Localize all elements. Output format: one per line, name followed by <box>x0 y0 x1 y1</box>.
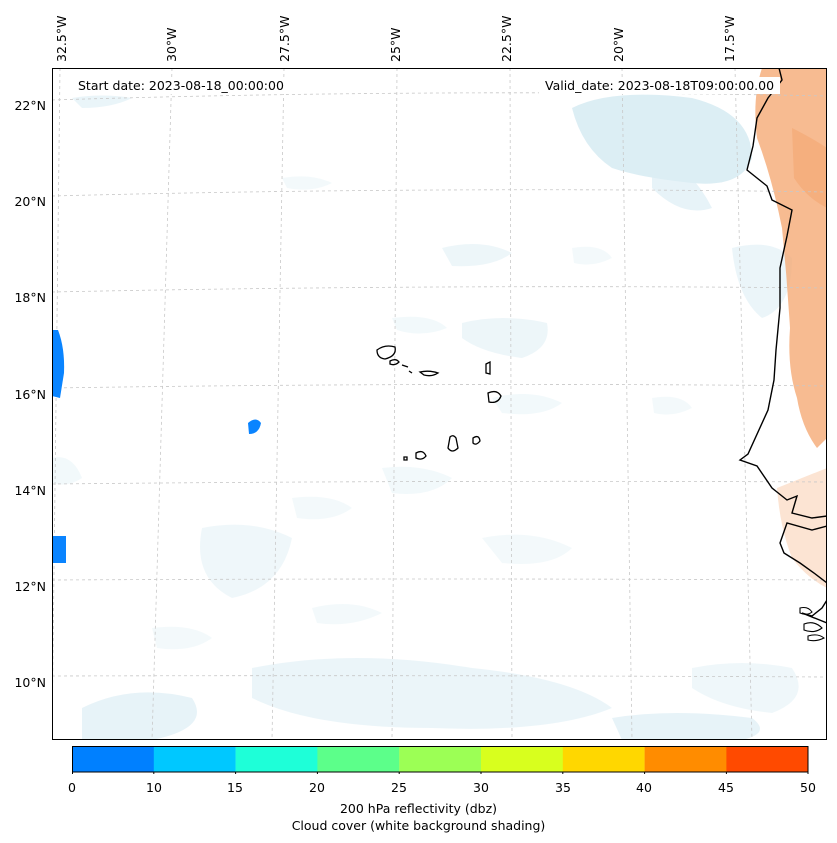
colorbar-label-cloud-cover: Cloud cover (white background shading) <box>291 818 546 833</box>
colorbar-bin-45-50 <box>726 746 809 772</box>
lon-label-22-5w: 22.5°W <box>499 15 514 62</box>
colorbar-label-reflectivity: 200 hPa reflectivity (dbz) <box>339 801 498 816</box>
lat-label-20n: 20°N <box>14 194 46 209</box>
lon-label-32-5w: 32.5°W <box>54 15 69 62</box>
colorbar-bin-0-10 <box>72 746 154 772</box>
colorbar-bin-10-15 <box>153 746 236 772</box>
cape-verde-islands <box>376 345 502 461</box>
lon-label-25w: 25°W <box>388 27 403 62</box>
colorbar-tick-30: 30 <box>473 780 489 795</box>
start-date-label: Start date: 2023-08-18_00:00:00 <box>72 77 290 94</box>
colorbar-tick-20: 20 <box>309 780 325 795</box>
lon-label-30w: 30°W <box>164 27 179 62</box>
reflectivity-cells <box>52 330 261 563</box>
lon-label-20w: 20°W <box>611 27 626 62</box>
colorbar-bin-40-45 <box>644 746 727 772</box>
lat-label-16n: 16°N <box>14 387 46 402</box>
colorbar-tick-10: 10 <box>146 780 162 795</box>
colorbar-bin-20-25 <box>317 746 400 772</box>
lat-label-22n: 22°N <box>14 98 46 113</box>
colorbar-tick-40: 40 <box>636 780 652 795</box>
colorbar-tick-0: 0 <box>68 780 76 795</box>
colorbar-bin-35-40 <box>562 746 645 772</box>
land-reflectivity-shading <box>755 68 827 588</box>
valid-date-label: Valid_date: 2023-08-18T09:00:00.00 <box>539 77 781 94</box>
map-panel <box>52 68 827 740</box>
lat-label-18n: 18°N <box>14 290 46 305</box>
colorbar-bin-25-30 <box>399 746 482 772</box>
colorbar-tick-35: 35 <box>555 780 571 795</box>
lat-label-12n: 12°N <box>14 579 46 594</box>
colorbar-tick-15: 15 <box>227 780 243 795</box>
colorbar-tick-25: 25 <box>391 780 407 795</box>
lon-label-27-5w: 27.5°W <box>277 15 292 62</box>
colorbar <box>72 746 809 774</box>
colorbar-bin-30-35 <box>481 746 563 772</box>
colorbar-tick-45: 45 <box>718 780 734 795</box>
lon-label-17-5w: 17.5°W <box>722 15 737 62</box>
colorbar-bin-15-20 <box>235 746 318 772</box>
colorbar-tick-50: 50 <box>800 780 816 795</box>
lat-label-14n: 14°N <box>14 483 46 498</box>
lat-label-10n: 10°N <box>14 675 46 690</box>
coastal-islets <box>799 606 825 642</box>
african-coastline <box>738 68 827 624</box>
graticule <box>52 68 827 740</box>
